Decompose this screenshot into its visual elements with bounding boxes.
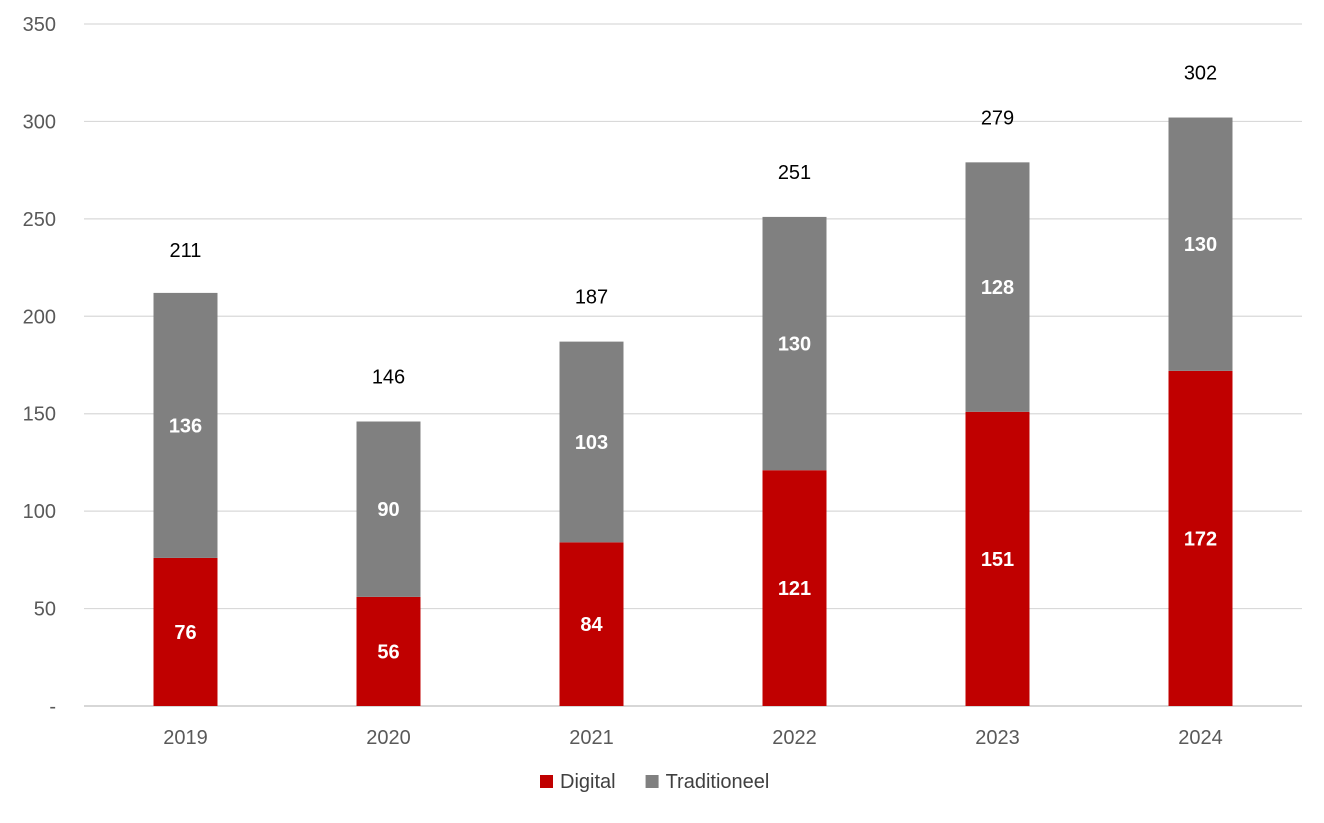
x-tick-label: 2024	[1178, 727, 1223, 749]
bar-segment-traditioneel	[965, 162, 1030, 412]
y-axis-tick-labels: - 50 100 150 200 250 300 350	[23, 14, 56, 718]
data-label-traditioneel: 90	[377, 499, 399, 521]
legend-swatch-traditioneel	[645, 775, 659, 788]
data-label-digital: 151	[981, 549, 1014, 571]
data-label-traditioneel: 136	[169, 415, 202, 437]
data-label-traditioneel: 130	[1184, 234, 1217, 256]
total-label: 146	[372, 367, 405, 389]
bar-segment-digital	[965, 411, 1030, 706]
y-tick-label: 350	[23, 14, 56, 36]
total-label: 211	[170, 240, 202, 262]
bar-segment-digital	[762, 470, 827, 706]
total-label: 279	[981, 107, 1014, 129]
bars: 76 136 211 56 90 146 84 103 187 121 130 251 151 128 27…	[153, 63, 1233, 706]
gridlines	[84, 23, 1302, 707]
legend-label-digital: Digital	[560, 771, 616, 793]
bar-segment-digital	[153, 557, 218, 706]
data-label-traditioneel: 130	[778, 334, 811, 356]
total-label: 251	[778, 162, 811, 184]
y-tick-label: 150	[23, 404, 56, 426]
total-label: 302	[1184, 63, 1217, 85]
x-tick-label: 2022	[772, 727, 817, 749]
bar-segment-traditioneel	[153, 292, 218, 558]
data-label-digital: 76	[174, 622, 196, 644]
y-tick-label: 50	[34, 599, 56, 621]
x-tick-label: 2019	[163, 727, 208, 749]
x-tick-label: 2021	[569, 727, 614, 749]
legend-swatch-digital	[540, 775, 553, 788]
bar-segment-traditioneel	[762, 216, 827, 471]
legend: Digital Traditioneel	[540, 771, 769, 793]
bar-segment-traditioneel	[559, 341, 624, 543]
data-label-traditioneel: 103	[575, 432, 608, 454]
bar-segment-traditioneel	[356, 421, 421, 597]
y-tick-label: 200	[23, 306, 56, 328]
y-tick-label: 100	[23, 501, 56, 523]
data-label-digital: 84	[580, 614, 603, 636]
data-label-digital: 172	[1184, 528, 1217, 550]
y-tick-label: 300	[23, 111, 56, 133]
bar-segment-digital	[356, 596, 421, 706]
x-tick-label: 2020	[366, 727, 411, 749]
x-tick-label: 2023	[975, 727, 1020, 749]
data-label-digital: 56	[377, 641, 399, 663]
data-label-traditioneel: 128	[981, 277, 1014, 299]
y-tick-label: -	[49, 696, 56, 718]
bar-segment-digital	[1168, 370, 1233, 706]
bar-segment-digital	[559, 542, 624, 706]
total-label: 187	[575, 287, 608, 309]
bar-segment-traditioneel	[1168, 117, 1233, 371]
data-label-digital: 121	[778, 578, 811, 600]
x-axis-tick-labels: 2019 2020 2021 2022 2023 2024	[163, 727, 1223, 749]
legend-label-traditioneel: Traditioneel	[666, 771, 770, 793]
y-tick-label: 250	[23, 209, 56, 231]
